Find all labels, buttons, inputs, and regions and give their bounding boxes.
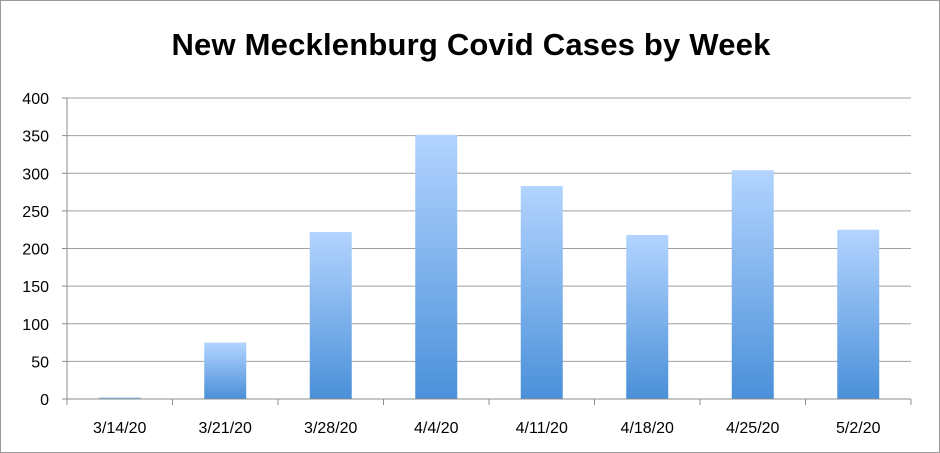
bar (731, 170, 774, 399)
y-tick-label: 100 (22, 317, 49, 334)
bar (415, 134, 458, 399)
chart-title: New Mecklenburg Covid Cases by Week (171, 27, 771, 62)
bar (204, 342, 247, 399)
bar (98, 397, 141, 399)
y-tick-label: 350 (22, 129, 49, 146)
bar (837, 229, 880, 399)
y-tick-label: 250 (22, 204, 49, 221)
x-tick-label: 4/11/20 (516, 420, 568, 437)
bars (98, 134, 880, 399)
y-tick-label: 400 (22, 91, 49, 108)
x-tick-label: 4/18/20 (621, 420, 674, 437)
gridlines (62, 97, 911, 400)
y-tick-label: 200 (22, 242, 49, 259)
bar (626, 234, 669, 399)
x-tick-labels: 3/14/20 3/21/20 3/28/20 4/4/20 4/11/20 4/18/2… (66, 399, 912, 437)
x-tick-label: 3/14/20 (93, 420, 146, 437)
y-tick-label: 150 (22, 279, 49, 296)
y-tick-labels: 0 50 100 150 200 250 300 350 400 (22, 91, 49, 409)
x-tick-label: 3/21/20 (199, 420, 252, 437)
y-tick-label: 50 (31, 354, 49, 371)
x-tick-label: 5/2/20 (836, 420, 881, 437)
x-tick-label: 4/4/20 (414, 420, 459, 437)
bar (309, 231, 352, 399)
y-tick-label: 0 (40, 392, 49, 409)
bar (520, 186, 563, 399)
y-tick-label: 300 (22, 166, 49, 183)
x-tick-label: 3/28/20 (304, 420, 357, 437)
x-tick-label: 4/25/20 (726, 420, 779, 437)
